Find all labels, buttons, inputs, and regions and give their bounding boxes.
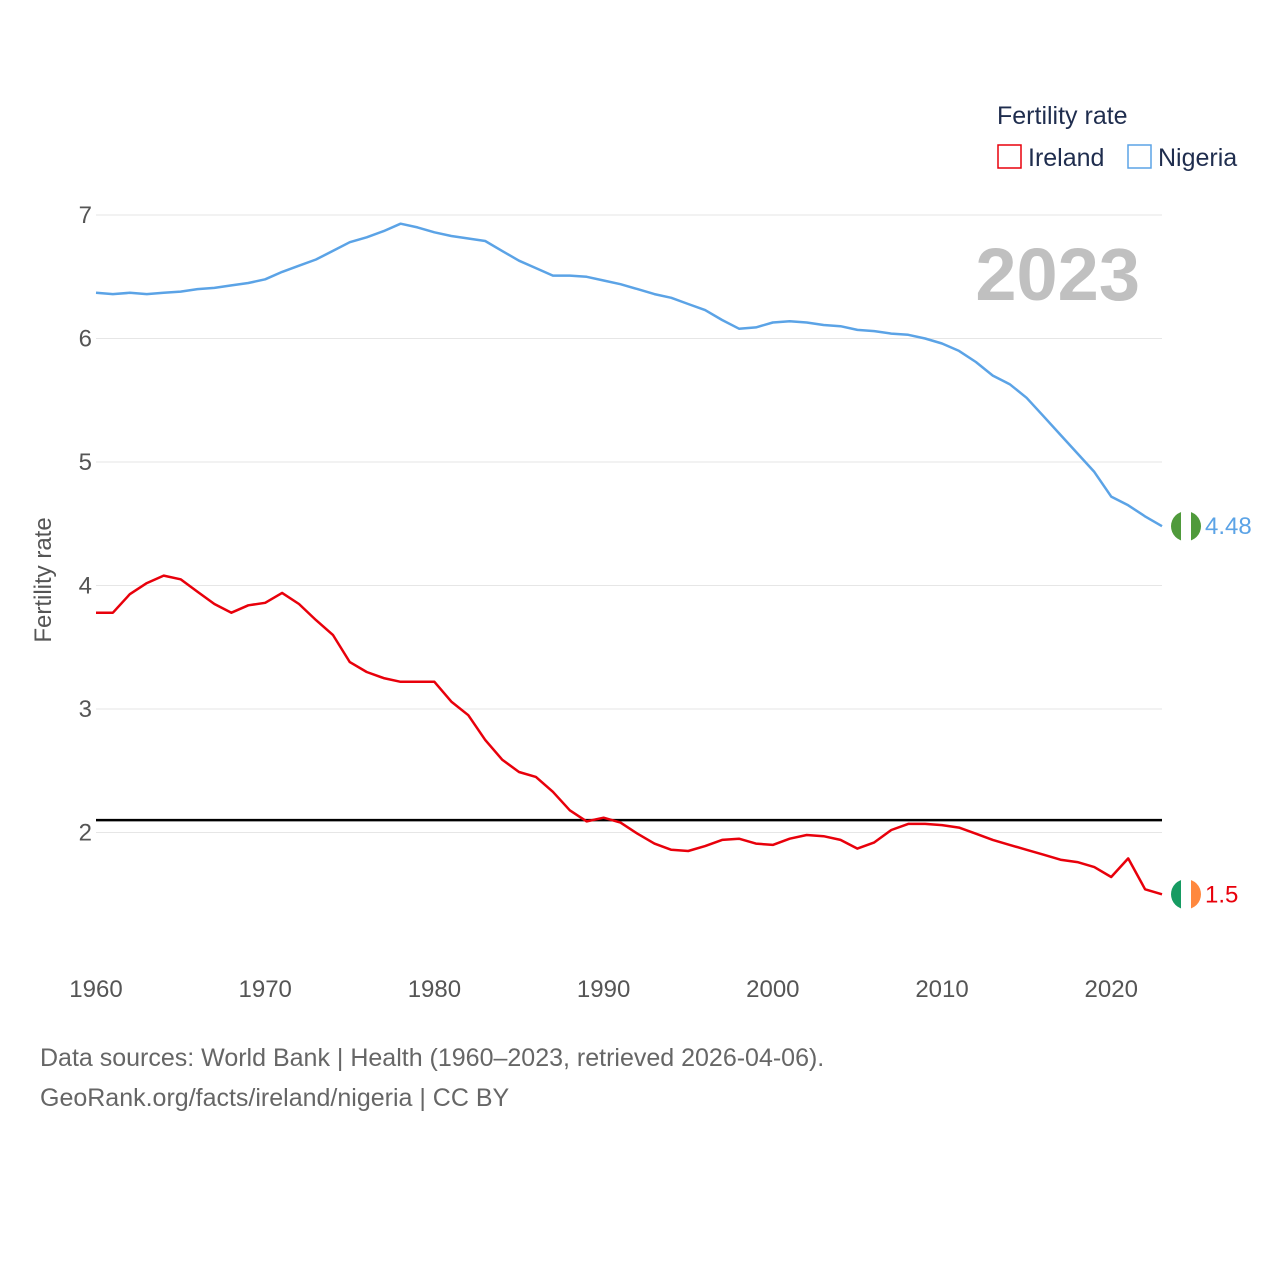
flag-ireland-icon xyxy=(1171,879,1201,910)
y-tick-label: 7 xyxy=(79,202,92,229)
footer-sources: Data sources: World Bank | Health (1960–… xyxy=(40,1044,825,1072)
y-tick-label: 2 xyxy=(79,820,92,847)
flag-nigeria-icon xyxy=(1171,511,1201,542)
x-axis-ticks: 1960 1970 1980 1990 2000 2010 2020 xyxy=(69,976,1138,1003)
y-axis-label: Fertility rate xyxy=(30,517,57,642)
legend-title: Fertility rate xyxy=(997,102,1128,130)
x-tick-label: 2020 xyxy=(1085,976,1138,1003)
series-line-nigeria xyxy=(95,222,1163,528)
x-tick-label: 1970 xyxy=(239,976,292,1003)
legend-swatch-nigeria xyxy=(1127,144,1152,169)
year-label: 2023 xyxy=(975,233,1140,316)
x-tick-label: 1960 xyxy=(69,976,122,1003)
end-value-label-ireland: 1.5 xyxy=(1205,881,1238,908)
y-tick-label: 6 xyxy=(79,326,92,353)
y-tick-label: 5 xyxy=(79,449,92,476)
y-tick-label: 4 xyxy=(79,573,92,600)
fertility-rate-chart: 2 3 4 5 6 7 1960 1970 1980 1990 2000 2010 2020 Fert… xyxy=(30,102,1252,1003)
x-tick-label: 2010 xyxy=(915,976,968,1003)
series-group: 1.5 4.48 xyxy=(95,222,1252,910)
y-tick-label: 3 xyxy=(79,696,92,723)
legend-label-nigeria: Nigeria xyxy=(1158,144,1237,172)
gridlines xyxy=(96,214,1162,834)
y-axis-ticks: 2 3 4 5 6 7 xyxy=(79,202,92,846)
series-line-ireland xyxy=(96,574,1163,896)
legend-label-ireland: Ireland xyxy=(1028,144,1104,172)
legend: Fertility rate Ireland Nigeria xyxy=(997,102,1237,172)
legend-swatch-ireland xyxy=(997,144,1022,169)
x-tick-label: 1990 xyxy=(577,976,630,1003)
footer-attribution: GeoRank.org/facts/ireland/nigeria | CC B… xyxy=(40,1084,510,1112)
x-tick-label: 1980 xyxy=(408,976,461,1003)
end-value-label-nigeria: 4.48 xyxy=(1205,513,1252,540)
x-tick-label: 2000 xyxy=(746,976,799,1003)
